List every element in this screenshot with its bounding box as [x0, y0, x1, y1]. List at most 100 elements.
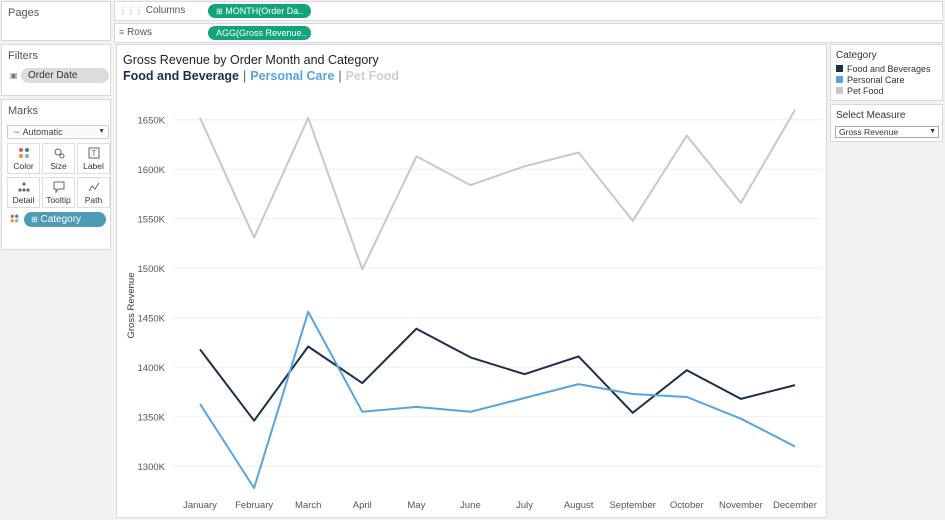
columns-pill-label: MONTH(Order Da..: [225, 6, 304, 16]
detail-button-label: Detail: [12, 195, 35, 205]
select-measure-card: Select Measure Gross Revenue ▼: [830, 104, 943, 142]
data-point-personal-care[interactable]: [792, 443, 798, 449]
x-tick-label: September: [609, 500, 655, 511]
data-point-pet-food[interactable]: [305, 115, 311, 121]
select-measure-dropdown[interactable]: Gross Revenue ▼: [835, 126, 939, 138]
worksheet-view: 1300K 1350K 1400K 1450K 1500K 1550K 1600K 1650K…: [116, 44, 827, 518]
columns-shelf-label: ⋮⋮⋮ Columns: [119, 5, 185, 16]
legend-item-food-and-beverages[interactable]: Food and Beverages: [831, 64, 942, 75]
data-point-pet-food[interactable]: [522, 163, 528, 169]
pages-title: Pages: [8, 7, 40, 19]
mark-type-dropdown[interactable]: ∼ Automatic ▼: [7, 125, 109, 139]
marks-card: Marks ∼ Automatic ▼ Color Size T Label D…: [1, 99, 111, 250]
label-button[interactable]: T Label: [77, 143, 110, 174]
y-tick-label: 1300K: [138, 462, 166, 473]
data-point-food-and-beverages[interactable]: [522, 371, 528, 377]
label-icon: T: [78, 147, 109, 161]
legend-label: Food and Beverages: [847, 64, 931, 74]
rows-icon: ≡: [119, 27, 125, 37]
filters-title: Filters: [8, 50, 38, 62]
color-button[interactable]: Color: [7, 143, 40, 174]
data-point-pet-food[interactable]: [197, 115, 203, 121]
x-tick-label: November: [719, 500, 763, 511]
data-point-personal-care[interactable]: [467, 409, 473, 415]
series-line-food-and-beverages[interactable]: [199, 327, 796, 422]
pages-card: Pages: [1, 1, 111, 41]
select-measure-title: Select Measure: [836, 110, 906, 121]
legend-swatch: [836, 76, 843, 83]
data-point-personal-care[interactable]: [576, 381, 582, 387]
data-point-pet-food[interactable]: [738, 200, 744, 206]
legend-swatch: [836, 87, 843, 94]
dimension-icon: ⊞: [31, 215, 38, 224]
chevron-down-icon: ▼: [929, 128, 936, 135]
filter-pill-order-date[interactable]: Order Date: [21, 68, 109, 83]
rows-shelf[interactable]: ≡ Rows AGG(Gross Revenue..: [114, 23, 943, 43]
y-tick-label: 1550K: [138, 214, 166, 225]
svg-text:T: T: [90, 149, 96, 158]
data-point-pet-food[interactable]: [251, 235, 257, 241]
data-point-pet-food[interactable]: [467, 182, 473, 188]
category-pill[interactable]: ⊞ Category: [24, 212, 106, 227]
x-tick-label: February: [235, 500, 273, 511]
tooltip-icon: [43, 181, 74, 195]
data-point-food-and-beverages[interactable]: [467, 354, 473, 360]
data-point-pet-food[interactable]: [684, 133, 690, 139]
data-point-personal-care[interactable]: [630, 391, 636, 397]
series-line-pet-food[interactable]: [199, 109, 796, 271]
data-point-pet-food[interactable]: [359, 266, 365, 272]
data-point-food-and-beverages[interactable]: [197, 346, 203, 352]
dimension-icon: ⊞: [216, 7, 223, 16]
data-point-food-and-beverages[interactable]: [305, 343, 311, 349]
tooltip-button[interactable]: Tooltip: [42, 177, 75, 208]
chart-subtitle: Food and Beverage | Personal Care | Pet Food: [123, 69, 399, 83]
data-point-pet-food[interactable]: [792, 107, 798, 113]
data-point-personal-care[interactable]: [251, 485, 257, 491]
data-point-food-and-beverages[interactable]: [413, 326, 419, 332]
data-point-pet-food[interactable]: [413, 153, 419, 159]
x-tick-label: August: [564, 500, 594, 511]
select-measure-value: Gross Revenue: [839, 127, 899, 137]
data-point-personal-care[interactable]: [413, 404, 419, 410]
data-point-food-and-beverages[interactable]: [792, 382, 798, 388]
rows-pill[interactable]: AGG(Gross Revenue..: [208, 26, 311, 40]
legend-swatch: [836, 65, 843, 72]
data-point-personal-care[interactable]: [359, 409, 365, 415]
chevron-down-icon: ▼: [98, 128, 105, 135]
color-button-label: Color: [13, 161, 34, 171]
y-tick-label: 1400K: [138, 363, 166, 374]
data-point-food-and-beverages[interactable]: [251, 418, 257, 424]
legend-item-personal-care[interactable]: Personal Care: [831, 75, 942, 86]
data-point-food-and-beverages[interactable]: [359, 380, 365, 386]
y-tick-label: 1650K: [138, 115, 166, 126]
data-point-food-and-beverages[interactable]: [576, 353, 582, 359]
data-point-personal-care[interactable]: [197, 401, 203, 407]
data-point-personal-care[interactable]: [522, 395, 528, 401]
data-point-personal-care[interactable]: [738, 416, 744, 422]
subtitle-pet-food: Pet Food: [345, 69, 400, 83]
legend-item-pet-food[interactable]: Pet Food: [831, 86, 942, 97]
path-icon: [78, 181, 109, 195]
data-point-personal-care[interactable]: [305, 309, 311, 315]
line-chart[interactable]: 1300K 1350K 1400K 1450K 1500K 1550K 1600K 1650K…: [117, 45, 828, 519]
size-icon: [43, 147, 74, 161]
x-tick-label: July: [516, 500, 533, 511]
path-button[interactable]: Path: [77, 177, 110, 208]
data-point-pet-food[interactable]: [576, 149, 582, 155]
data-point-food-and-beverages[interactable]: [684, 367, 690, 373]
series-line-personal-care[interactable]: [199, 310, 796, 489]
data-point-food-and-beverages[interactable]: [738, 396, 744, 402]
legend-label: Personal Care: [847, 75, 905, 85]
columns-shelf[interactable]: ⋮⋮⋮ Columns ⊞ MONTH(Order Da..: [114, 1, 943, 21]
rows-pill-label: AGG(Gross Revenue..: [216, 28, 307, 38]
detail-button[interactable]: Detail: [7, 177, 40, 208]
line-mark-icon: ∼: [13, 127, 21, 137]
data-point-food-and-beverages[interactable]: [630, 410, 636, 416]
columns-pill[interactable]: ⊞ MONTH(Order Da..: [208, 4, 311, 18]
category-legend: Category Food and Beverages Personal Car…: [830, 44, 943, 101]
mark-type-label: Automatic: [22, 127, 63, 137]
y-tick-label: 1450K: [138, 313, 166, 324]
data-point-personal-care[interactable]: [684, 394, 690, 400]
size-button[interactable]: Size: [42, 143, 75, 174]
data-point-pet-food[interactable]: [630, 218, 636, 224]
